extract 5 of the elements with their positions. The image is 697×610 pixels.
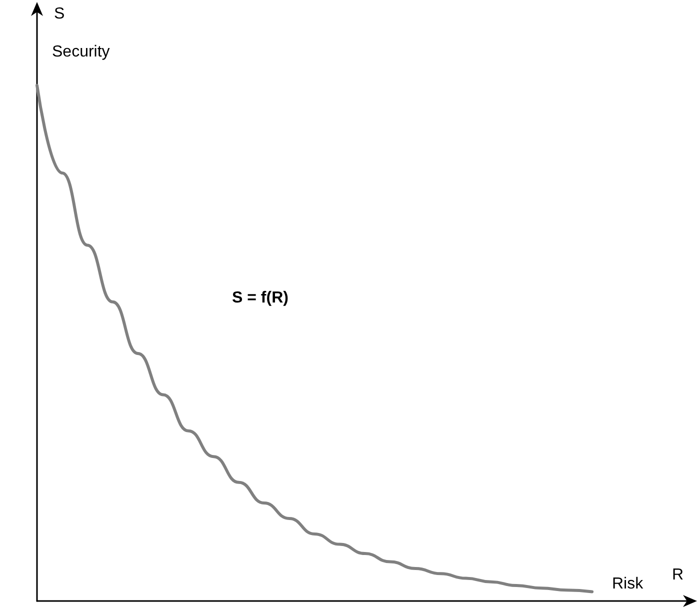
annotation: Risk xyxy=(612,576,644,592)
y-axis-title: S xyxy=(54,6,65,22)
text: Security xyxy=(52,44,110,60)
x-axis-title: R xyxy=(672,566,684,584)
annotation: S = f(R) xyxy=(232,290,288,306)
